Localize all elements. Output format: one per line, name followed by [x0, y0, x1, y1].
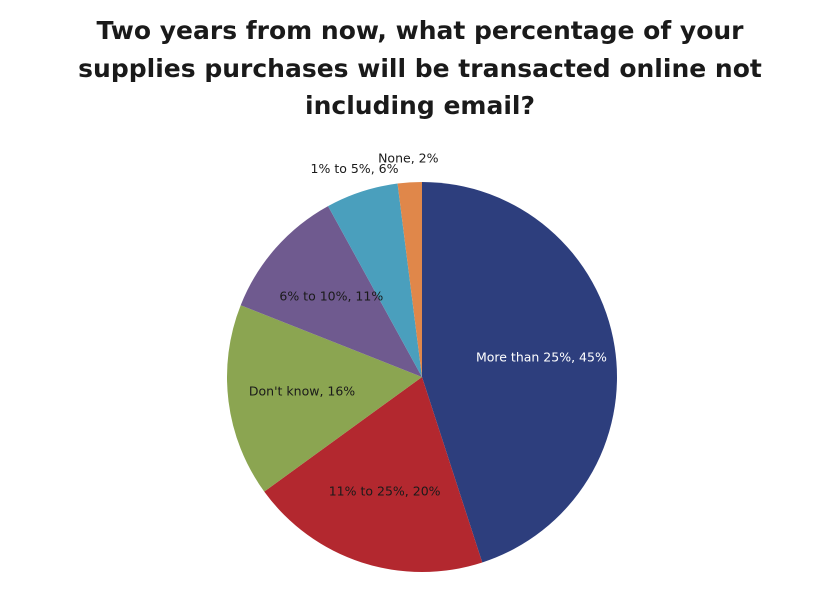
- pie-slice: [397, 182, 422, 377]
- chart-title: supplies purchases will be transacted on…: [78, 54, 762, 83]
- pie-slice: [226, 305, 422, 492]
- chart-title: including email?: [305, 91, 535, 120]
- pie-slice: [422, 182, 618, 563]
- data-label: 6% to 10%, 11%: [279, 289, 383, 304]
- pie-slice: [264, 377, 483, 572]
- data-label: 11% to 25%, 20%: [329, 483, 441, 498]
- pie-slice: [328, 183, 422, 377]
- chart-title: Two years from now, what percentage of y…: [96, 16, 744, 45]
- data-label: None, 2%: [378, 151, 439, 166]
- data-label: More than 25%, 45%: [476, 350, 607, 365]
- pie-slice: [240, 206, 422, 377]
- data-label: Don't know, 16%: [249, 384, 355, 399]
- data-label: 1% to 5%, 6%: [311, 161, 399, 176]
